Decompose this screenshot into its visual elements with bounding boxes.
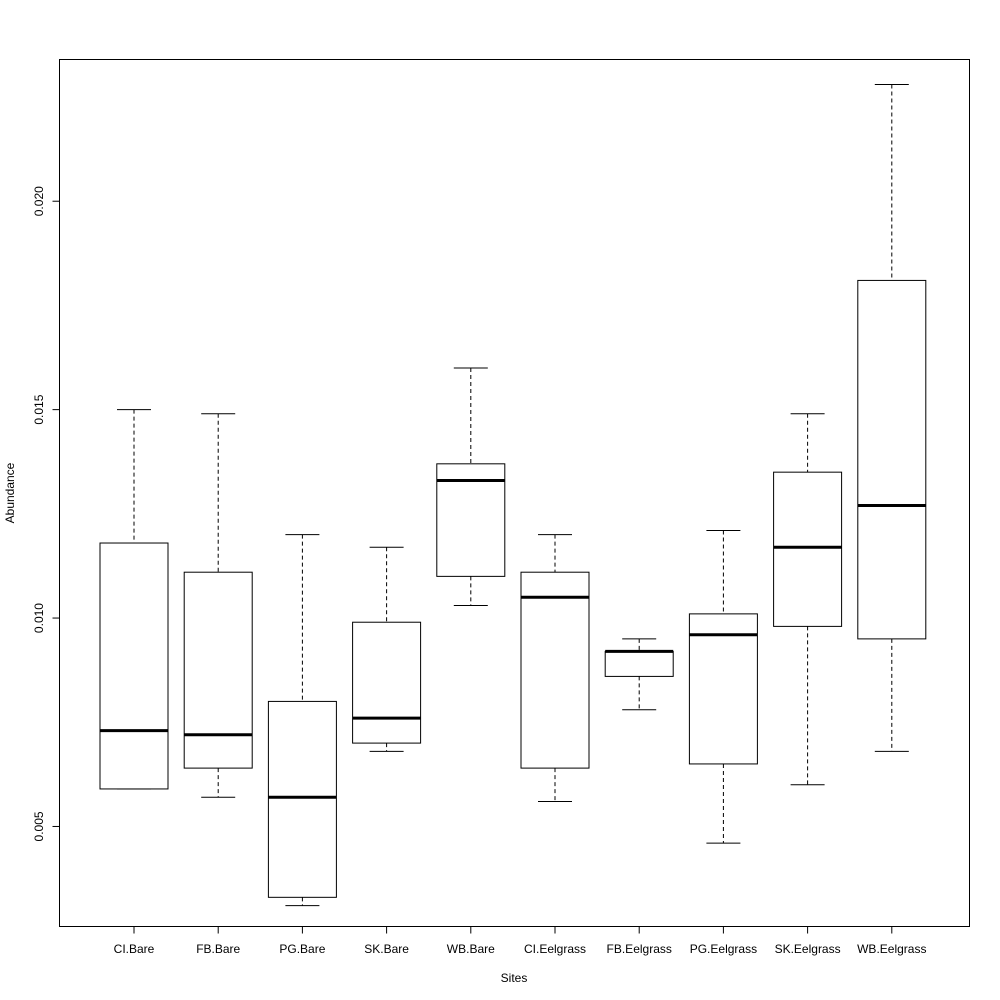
y-tick-label: 0.005 <box>32 811 46 841</box>
x-tick-label: WB.Bare <box>447 942 495 956</box>
y-axis-label: Abundance <box>3 462 17 523</box>
box-iqr <box>688 613 758 765</box>
x-tick-label: PG.Bare <box>279 942 325 956</box>
box-iqr <box>436 463 506 577</box>
y-tick-label: 0.020 <box>32 186 46 216</box>
box-group <box>352 546 422 752</box>
box-group <box>183 413 253 798</box>
box-group <box>436 367 506 607</box>
x-tick-label: SK.Eelgrass <box>775 942 841 956</box>
box-group <box>99 409 169 790</box>
x-tick-label: CI.Bare <box>114 942 155 956</box>
y-axis: 0.005 0.010 0.015 0.020 <box>32 186 60 841</box>
x-tick-label: FB.Eelgrass <box>607 942 672 956</box>
box-group <box>773 413 843 786</box>
box-group <box>857 84 927 752</box>
box-iqr <box>773 471 843 627</box>
plot-frame <box>59 59 970 927</box>
x-tick-label: SK.Bare <box>364 942 409 956</box>
y-tick-label: 0.015 <box>32 394 46 424</box>
x-tick-label: WB.Eelgrass <box>857 942 926 956</box>
x-axis-label: Sites <box>501 971 528 985</box>
x-axis: CI.Bare FB.Bare PG.Bare SK.Bare WB.Bare CI.Ee… <box>114 926 926 956</box>
box-iqr <box>183 571 253 769</box>
box-iqr <box>352 621 422 744</box>
box-iqr <box>267 700 337 898</box>
y-tick-label: 0.010 <box>32 603 46 633</box>
box-iqr <box>520 571 590 769</box>
boxes-layer <box>99 84 927 907</box>
box-group <box>688 530 758 844</box>
x-tick-label: PG.Eelgrass <box>690 942 757 956</box>
box-group <box>520 534 590 802</box>
x-tick-label: FB.Bare <box>196 942 240 956</box>
x-tick-label: CI.Eelgrass <box>524 942 586 956</box>
box-iqr <box>857 279 927 640</box>
box-iqr <box>99 542 169 790</box>
box-iqr <box>604 650 674 677</box>
box-group <box>604 638 674 711</box>
box-group <box>267 534 337 907</box>
